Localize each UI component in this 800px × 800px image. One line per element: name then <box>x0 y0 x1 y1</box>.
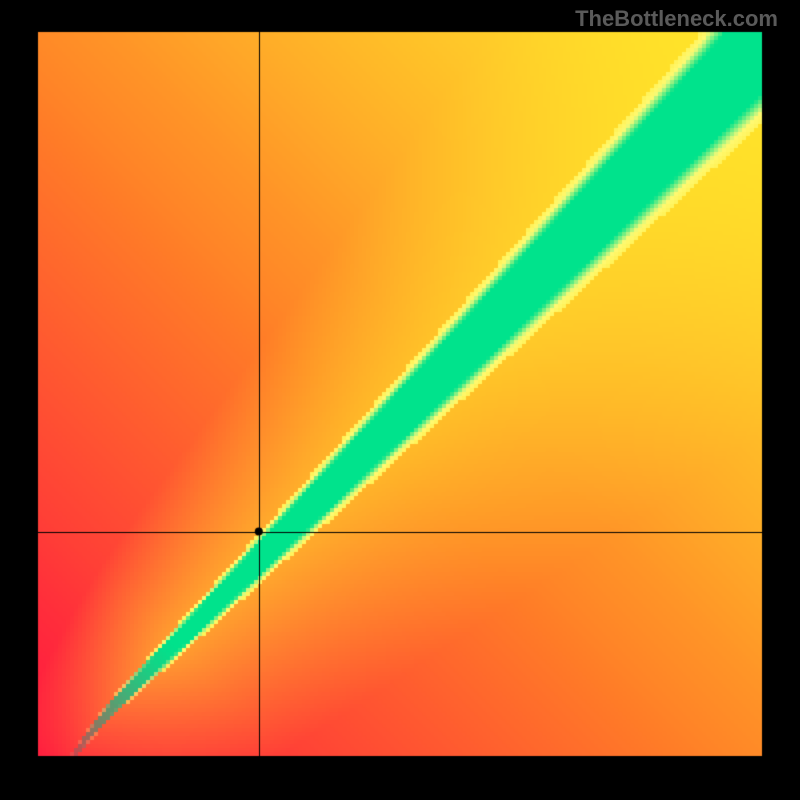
chart-container: TheBottleneck.com <box>0 0 800 800</box>
bottleneck-heatmap <box>0 0 800 800</box>
